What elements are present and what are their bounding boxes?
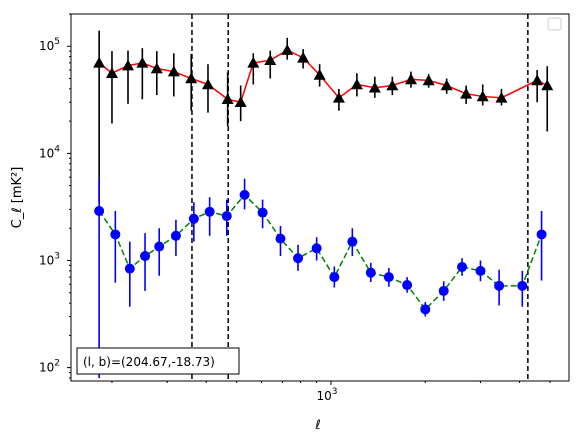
series-0-point-24 [495,91,508,103]
x-tick-label-0: 103 [316,387,337,403]
series-1-point-4 [154,241,165,252]
series-0-point-26 [541,79,554,91]
plot-frame [70,13,570,382]
series-1-point-2 [124,263,135,274]
series-0-point-17 [368,81,381,93]
legend-box [547,17,562,31]
series-0-point-13 [297,51,310,63]
series-1-point-17 [383,272,394,283]
y-tick-exponent: 2 [54,359,60,369]
y-tick-label-3: 105 [39,37,60,53]
y-axis-label: C_ℓ [mK²] [10,167,25,229]
series-0-point-8 [221,93,234,105]
series-1-point-3 [140,251,151,262]
series-0-point-0 [93,56,106,68]
series-0-point-6 [185,72,198,84]
series-1-point-12 [293,253,304,264]
series-1-point-25 [536,229,547,240]
series-1-point-19 [420,304,431,315]
series-1-point-20 [438,285,449,296]
series-0-point-11 [264,54,277,66]
series-1-point-0 [94,205,105,216]
series-1-point-8 [221,211,232,222]
y-tick-exponent: 4 [54,144,60,154]
series-0-point-22 [460,87,473,99]
series-0-point-9 [234,96,247,108]
series-0-point-20 [422,74,435,86]
series-0-point-14 [313,68,326,80]
annotation: (l, b)=(204.67,-18.73) [76,347,240,375]
series-0-point-5 [167,65,180,77]
series-1-point-10 [257,207,268,218]
series-1-point-18 [402,280,413,291]
series-1-point-23 [494,280,505,291]
series-0-point-1 [105,67,118,79]
y-tick-base: 10 [39,39,54,53]
series-0-point-3 [136,56,149,68]
series-1-point-13 [311,243,322,254]
series-1-point-9 [239,189,250,200]
series-1-point-14 [329,272,340,283]
series-0 [93,30,554,203]
y-tick-exponent: 5 [54,37,60,47]
series-0-point-21 [440,79,453,91]
series-1-point-15 [347,236,358,247]
series-0-point-16 [350,78,363,90]
series-0-point-4 [150,62,163,74]
series-0-point-15 [332,91,345,103]
series-1-line [98,193,543,311]
series-1-point-22 [475,265,486,276]
y-tick-exponent: 3 [54,251,60,261]
y-tick-label-0: 102 [39,359,60,375]
series-1-point-1 [110,229,121,240]
series-1-point-5 [170,230,181,241]
vertical-lines-layer [191,14,529,381]
series-1-point-6 [188,213,199,224]
series-0-point-10 [247,56,260,68]
series-0-point-12 [281,44,294,55]
series-1 [94,178,547,378]
y-tick-label-2: 104 [39,144,60,160]
series-layer [93,30,554,378]
series-0-point-25 [531,74,544,86]
series-0-point-18 [386,79,399,91]
series-0-point-2 [122,59,135,71]
annotation-box [76,347,240,375]
series-1-point-11 [275,233,286,244]
x-tick-exponent: 3 [332,387,338,397]
y-tick-base: 10 [39,146,54,160]
series-0-point-23 [476,90,489,102]
series-0-point-7 [201,78,214,90]
series-0-point-19 [404,73,417,85]
annotation-text: (l, b)=(204.67,-18.73) [83,355,215,369]
series-1-point-16 [365,267,376,278]
series-1-point-21 [457,261,468,272]
x-tick-base: 10 [316,389,331,403]
y-tick-label-1: 103 [39,251,60,267]
x-axis-label: ℓ [314,418,320,433]
series-1-point-7 [204,206,215,217]
y-tick-base: 10 [39,361,54,375]
y-tick-base: 10 [39,253,54,267]
series-1-point-24 [517,280,528,291]
